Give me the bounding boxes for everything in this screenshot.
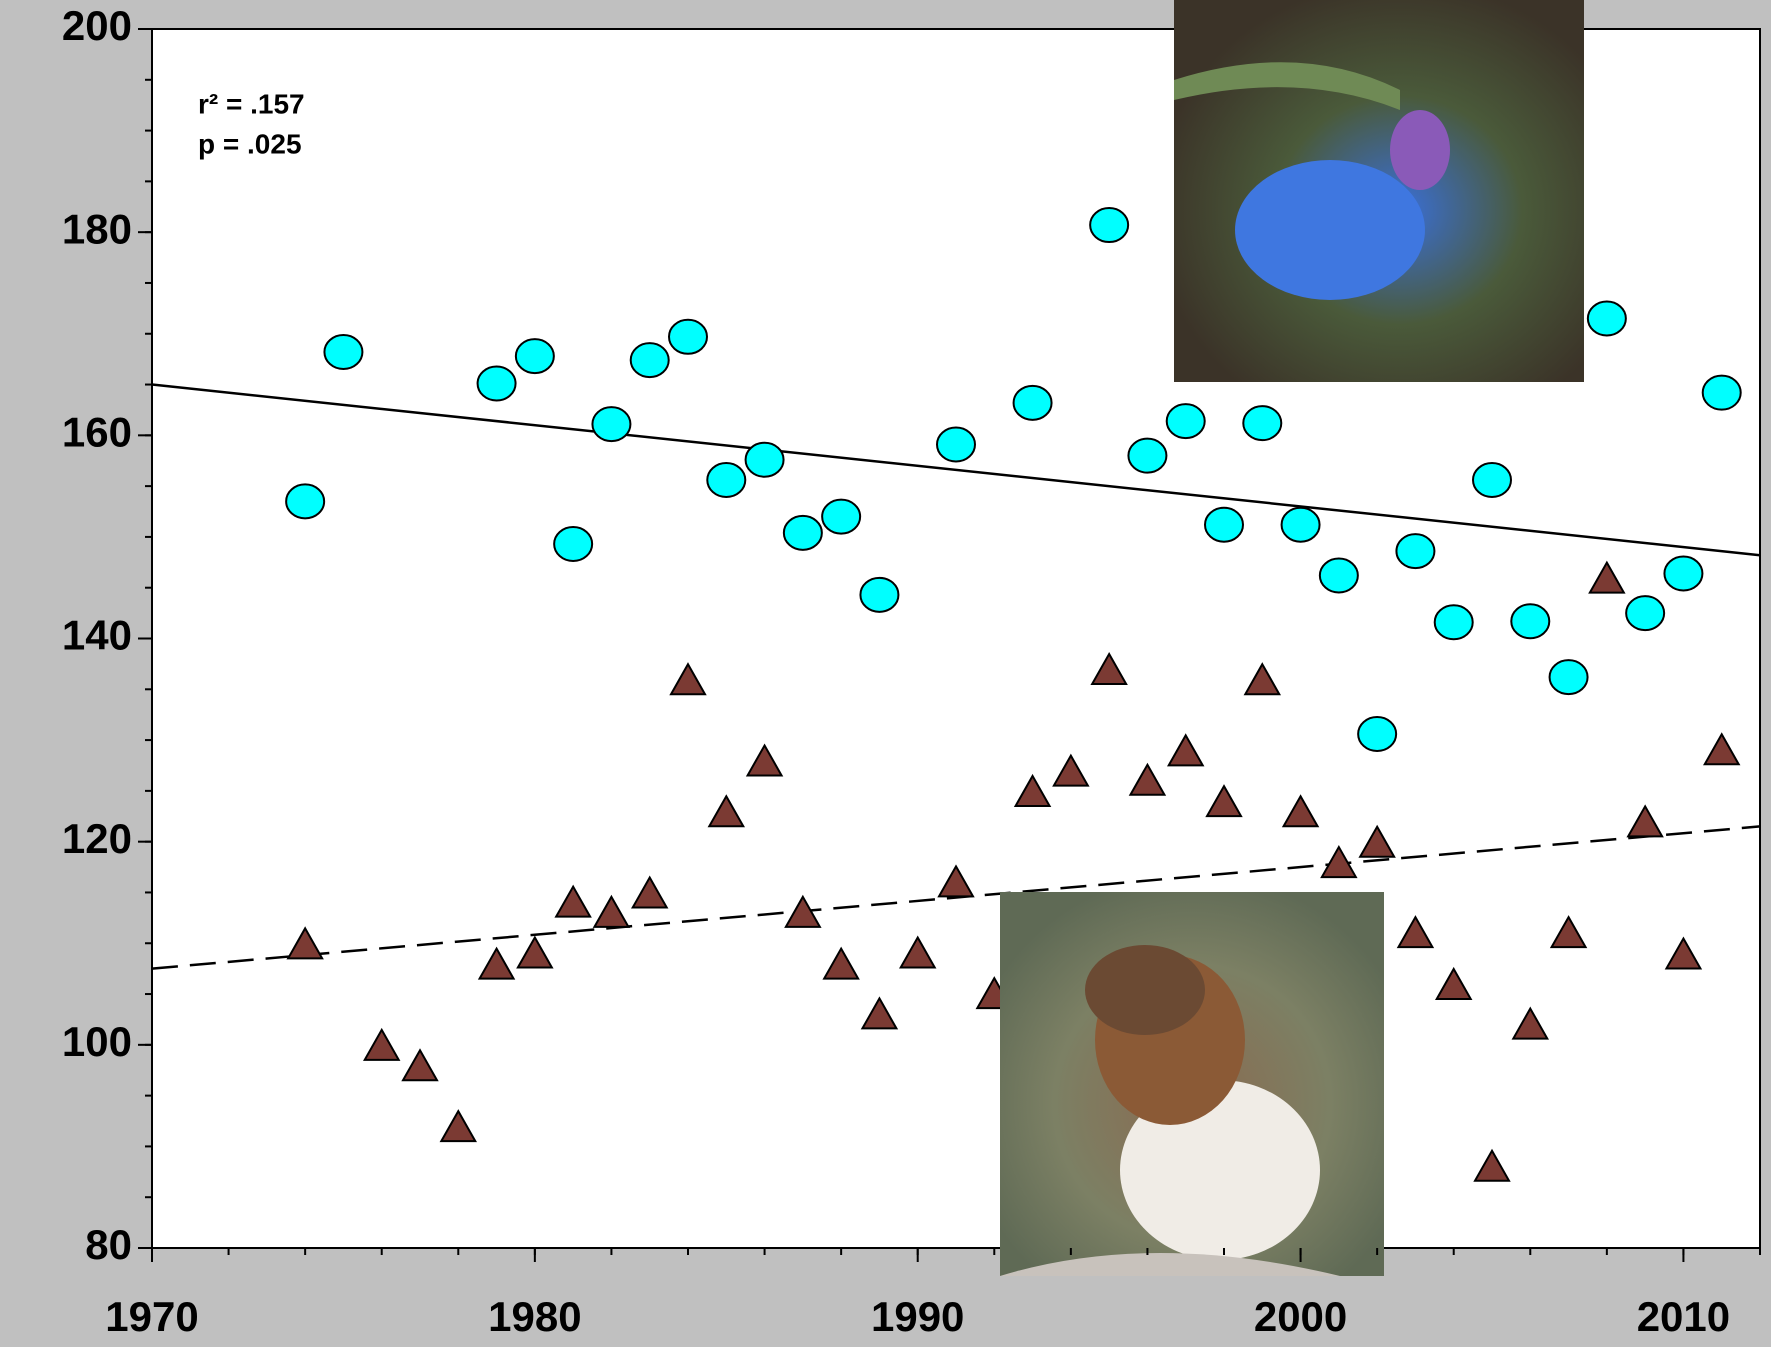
photo-flower — [1174, 0, 1584, 382]
circle-point — [1167, 404, 1205, 438]
circle-point — [478, 367, 516, 401]
circle-point — [1664, 556, 1702, 590]
circle-point — [860, 578, 898, 612]
circle-point — [1396, 534, 1434, 568]
circle-point — [324, 335, 362, 369]
circle-point — [1282, 508, 1320, 542]
chart: r² = .157 p = .025 80 100 120 140 160 180 200 1… — [0, 0, 1771, 1347]
y-tick-label: 100 — [62, 1018, 132, 1065]
circle-point — [707, 463, 745, 497]
y-tick-label: 80 — [85, 1221, 132, 1268]
circle-point — [1473, 463, 1511, 497]
x-tick-label: 2010 — [1637, 1293, 1730, 1340]
y-tick-label: 200 — [62, 2, 132, 49]
x-tick-label: 1970 — [105, 1293, 198, 1340]
x-tick-label: 1980 — [488, 1293, 581, 1340]
x-tick-label: 1990 — [871, 1293, 964, 1340]
circle-point — [822, 500, 860, 534]
circle-point — [1090, 208, 1128, 242]
circle-point — [286, 484, 324, 518]
page: {"chart_data": {"type": "scatter", "anno… — [0, 0, 1771, 1347]
circle-point — [1435, 605, 1473, 639]
y-tick-label: 120 — [62, 815, 132, 862]
circle-point — [1588, 302, 1626, 336]
photo-chipmunk — [1000, 892, 1384, 1276]
x-tick-label: 2000 — [1254, 1293, 1347, 1340]
circle-point — [669, 320, 707, 354]
annotation: p = .025 — [198, 128, 302, 159]
circle-point — [1626, 596, 1664, 630]
circle-point — [746, 443, 784, 477]
circle-point — [592, 407, 630, 441]
circle-point — [1243, 406, 1281, 440]
circle-point — [1703, 376, 1741, 410]
circle-point — [1014, 386, 1052, 420]
y-tick-label: 160 — [62, 408, 132, 455]
circle-point — [516, 339, 554, 373]
circle-point — [1128, 439, 1166, 473]
circle-point — [937, 427, 975, 461]
circle-point — [1511, 604, 1549, 638]
circle-point — [1358, 717, 1396, 751]
circle-point — [554, 527, 592, 561]
circle-point — [784, 516, 822, 550]
circle-point — [631, 343, 669, 377]
y-tick-label: 180 — [62, 205, 132, 252]
circle-point — [1205, 508, 1243, 542]
annotation: r² = .157 — [198, 88, 305, 119]
y-tick-label: 140 — [62, 612, 132, 659]
circle-point — [1320, 559, 1358, 593]
circle-point — [1550, 660, 1588, 694]
